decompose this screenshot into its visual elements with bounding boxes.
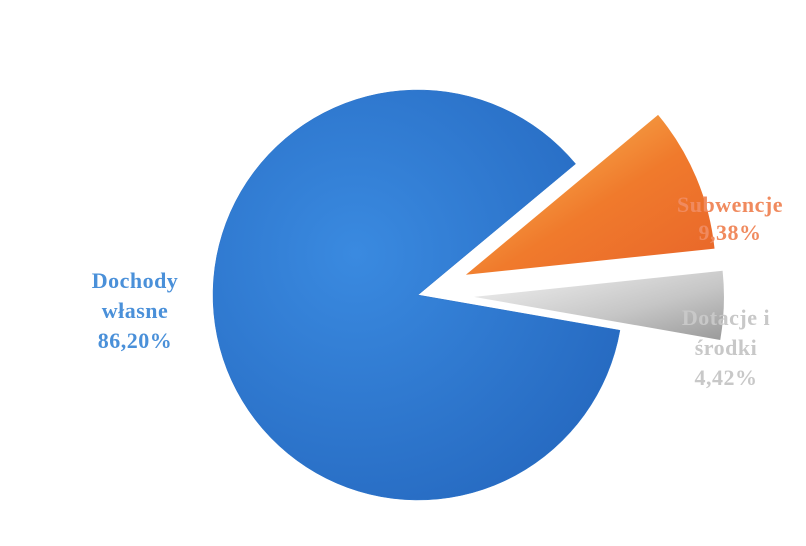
label-dotacje-i-srodki-line: 4,42% — [695, 365, 758, 390]
slice-dotacje-i-srodki — [473, 270, 724, 340]
label-dochody-wlasne-line: własne — [102, 298, 169, 323]
label-dochody-wlasne: Dochody własne 86,20% — [92, 268, 179, 353]
label-dotacje-i-srodki-line: Dotacje i — [682, 305, 770, 330]
slice-subwencje — [465, 114, 715, 275]
label-dotacje-i-srodki: Dotacje i środki 4,42% — [682, 305, 770, 390]
label-dochody-wlasne-line: 86,20% — [98, 328, 173, 353]
slice-dochody-wlasne — [212, 89, 621, 501]
label-subwencje-line: Subwencje — [677, 192, 783, 217]
label-dotacje-i-srodki-line: środki — [695, 335, 758, 360]
label-subwencje-line: 9,38% — [699, 220, 762, 245]
label-dochody-wlasne-line: Dochody — [92, 268, 179, 293]
label-subwencje: Subwencje 9,38% — [677, 192, 783, 245]
